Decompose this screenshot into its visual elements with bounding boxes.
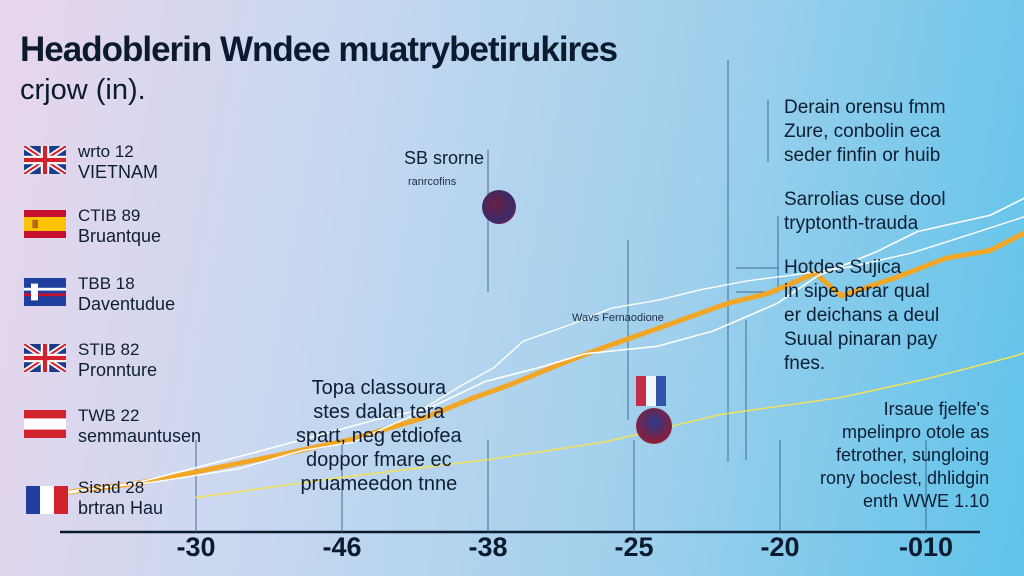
x-tick-label: -25 [614,532,654,562]
series-line [55,216,1024,494]
legend-name: Bruantque [78,226,162,246]
flag-icon [636,376,666,406]
legend-code: Sisnd 28 [78,478,145,497]
right-note-3: Hotdes Sujica in sipe parar qual er deic… [784,257,940,374]
x-tick-label: -38 [468,532,508,562]
x-tick-label: -30 [176,532,216,562]
legend-name: Daventudue [78,294,176,314]
uk-flag-icon [24,146,66,174]
legend-name: Pronnture [78,360,158,380]
series-line-trend [195,352,1024,499]
legend-code: wrto 12 [78,142,134,161]
legend-name: brtran Hau [78,498,164,518]
right-note-2: Sarrolias cuse dool tryptonth-trauda [784,189,946,234]
legend-code: TBB 18 [78,274,135,293]
sb-sublabel: ranrcofins [408,176,457,188]
blue-flag-icon [24,278,66,306]
series-line-main [53,230,1024,497]
flag-globe-icon [482,190,516,224]
chart-subtitle: crjow (in). [20,74,146,106]
right-note-1: Derain orensu fmm Zure, conbolin eca sed… [784,97,946,166]
mid-note: Topa classoura stes dalan tera spart, ne… [296,377,462,495]
red-white-flag-icon [24,410,66,438]
x-tick-label: -010 [898,532,954,562]
legend-code: TWB 22 [78,406,140,425]
chart-title: Headoblerin Wndee muatrybetirukires [20,30,618,69]
flag-globe-icon [636,408,672,444]
france-flag-icon [26,482,68,514]
map-label: Wavs Fernaodione [572,312,664,324]
x-tick-label: -20 [760,532,800,562]
right-note-4: Irsaue fjelfe's mpelinpro otole as fetro… [820,399,990,511]
legend-code: STIB 82 [78,340,140,359]
series-line [55,197,1024,496]
uk-flag-icon [24,344,66,372]
legend-code: CTIB 89 [78,206,141,225]
x-tick-label: -46 [322,532,362,562]
spain-flag-icon [24,210,66,238]
sb-label: SB srorne [404,148,485,168]
legend-name: semmauntusen [78,426,202,446]
legend-name: VIETNAM [78,162,159,182]
